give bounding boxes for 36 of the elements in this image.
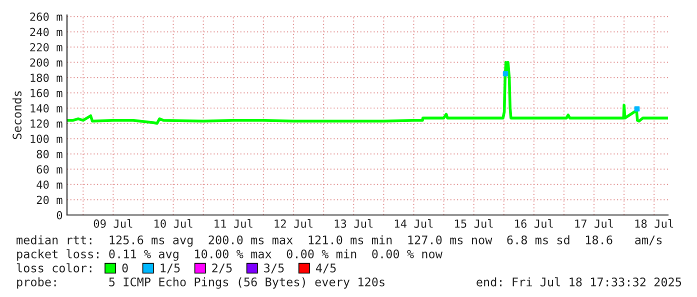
line-series [67,60,668,125]
legend-title: loss color: [16,263,92,272]
x-tick-label: 14 Jul [394,219,433,228]
y-tick-label: 260 m [30,12,62,21]
legend-label: 4/5 [316,264,336,274]
y-tick-label: 220 m [30,43,62,52]
x-tick-label: 18 Jul [635,219,674,228]
text: packet loss: 0.11 % avg 10.00 % max 0.00 % min 0.00 % now [17,249,442,261]
y-tick-label: 100 m [30,134,62,144]
x-tick-label: 09 Jul [94,219,132,228]
x-tick-label: 15 Jul [455,219,493,228]
y-tick-label: 140 m [30,104,62,113]
x-tick-label: 11 Jul [214,219,252,228]
y-tick-label: 120 m [30,119,62,128]
legend-label: 0 [122,264,128,272]
y-tick-label: 180 m [30,74,62,82]
y-tick-label: 40 m [36,180,62,189]
legend-label: 2/5 [212,264,232,274]
y-tick-label: 0 [56,211,62,220]
y-tick-label: 80 m [36,150,62,158]
y-axis-title: Seconds [12,91,22,140]
x-tick-label: 13 Jul [334,219,373,228]
y-tick-label: 160 m [30,88,62,98]
y-tick-label: 240 m [30,28,62,36]
x-tick-label: 16 Jul [515,219,553,228]
text: end: Fri Jul 18 17:33:32 2025 [476,277,682,286]
text: probe: 5 ICMP Echo Pings (56 Bytes) every 120s [17,277,384,289]
text: median rtt: 125.6 ms avg 200.0 ms max 121.0 ms min 127.0 ms now 6.8 ms sd 18.6 am/s [16,235,662,247]
y-tick-label: 60 m [36,165,62,174]
x-tick-label: 10 Jul [154,219,192,228]
x-tick-label: 12 Jul [274,219,312,228]
legend-label: 3/5 [264,264,284,274]
y-tick-label: 200 m [30,58,62,67]
y-tick-label: 20 m [36,196,62,204]
x-tick-label: 17 Jul [575,219,613,228]
legend-label: 1/5 [160,264,180,274]
